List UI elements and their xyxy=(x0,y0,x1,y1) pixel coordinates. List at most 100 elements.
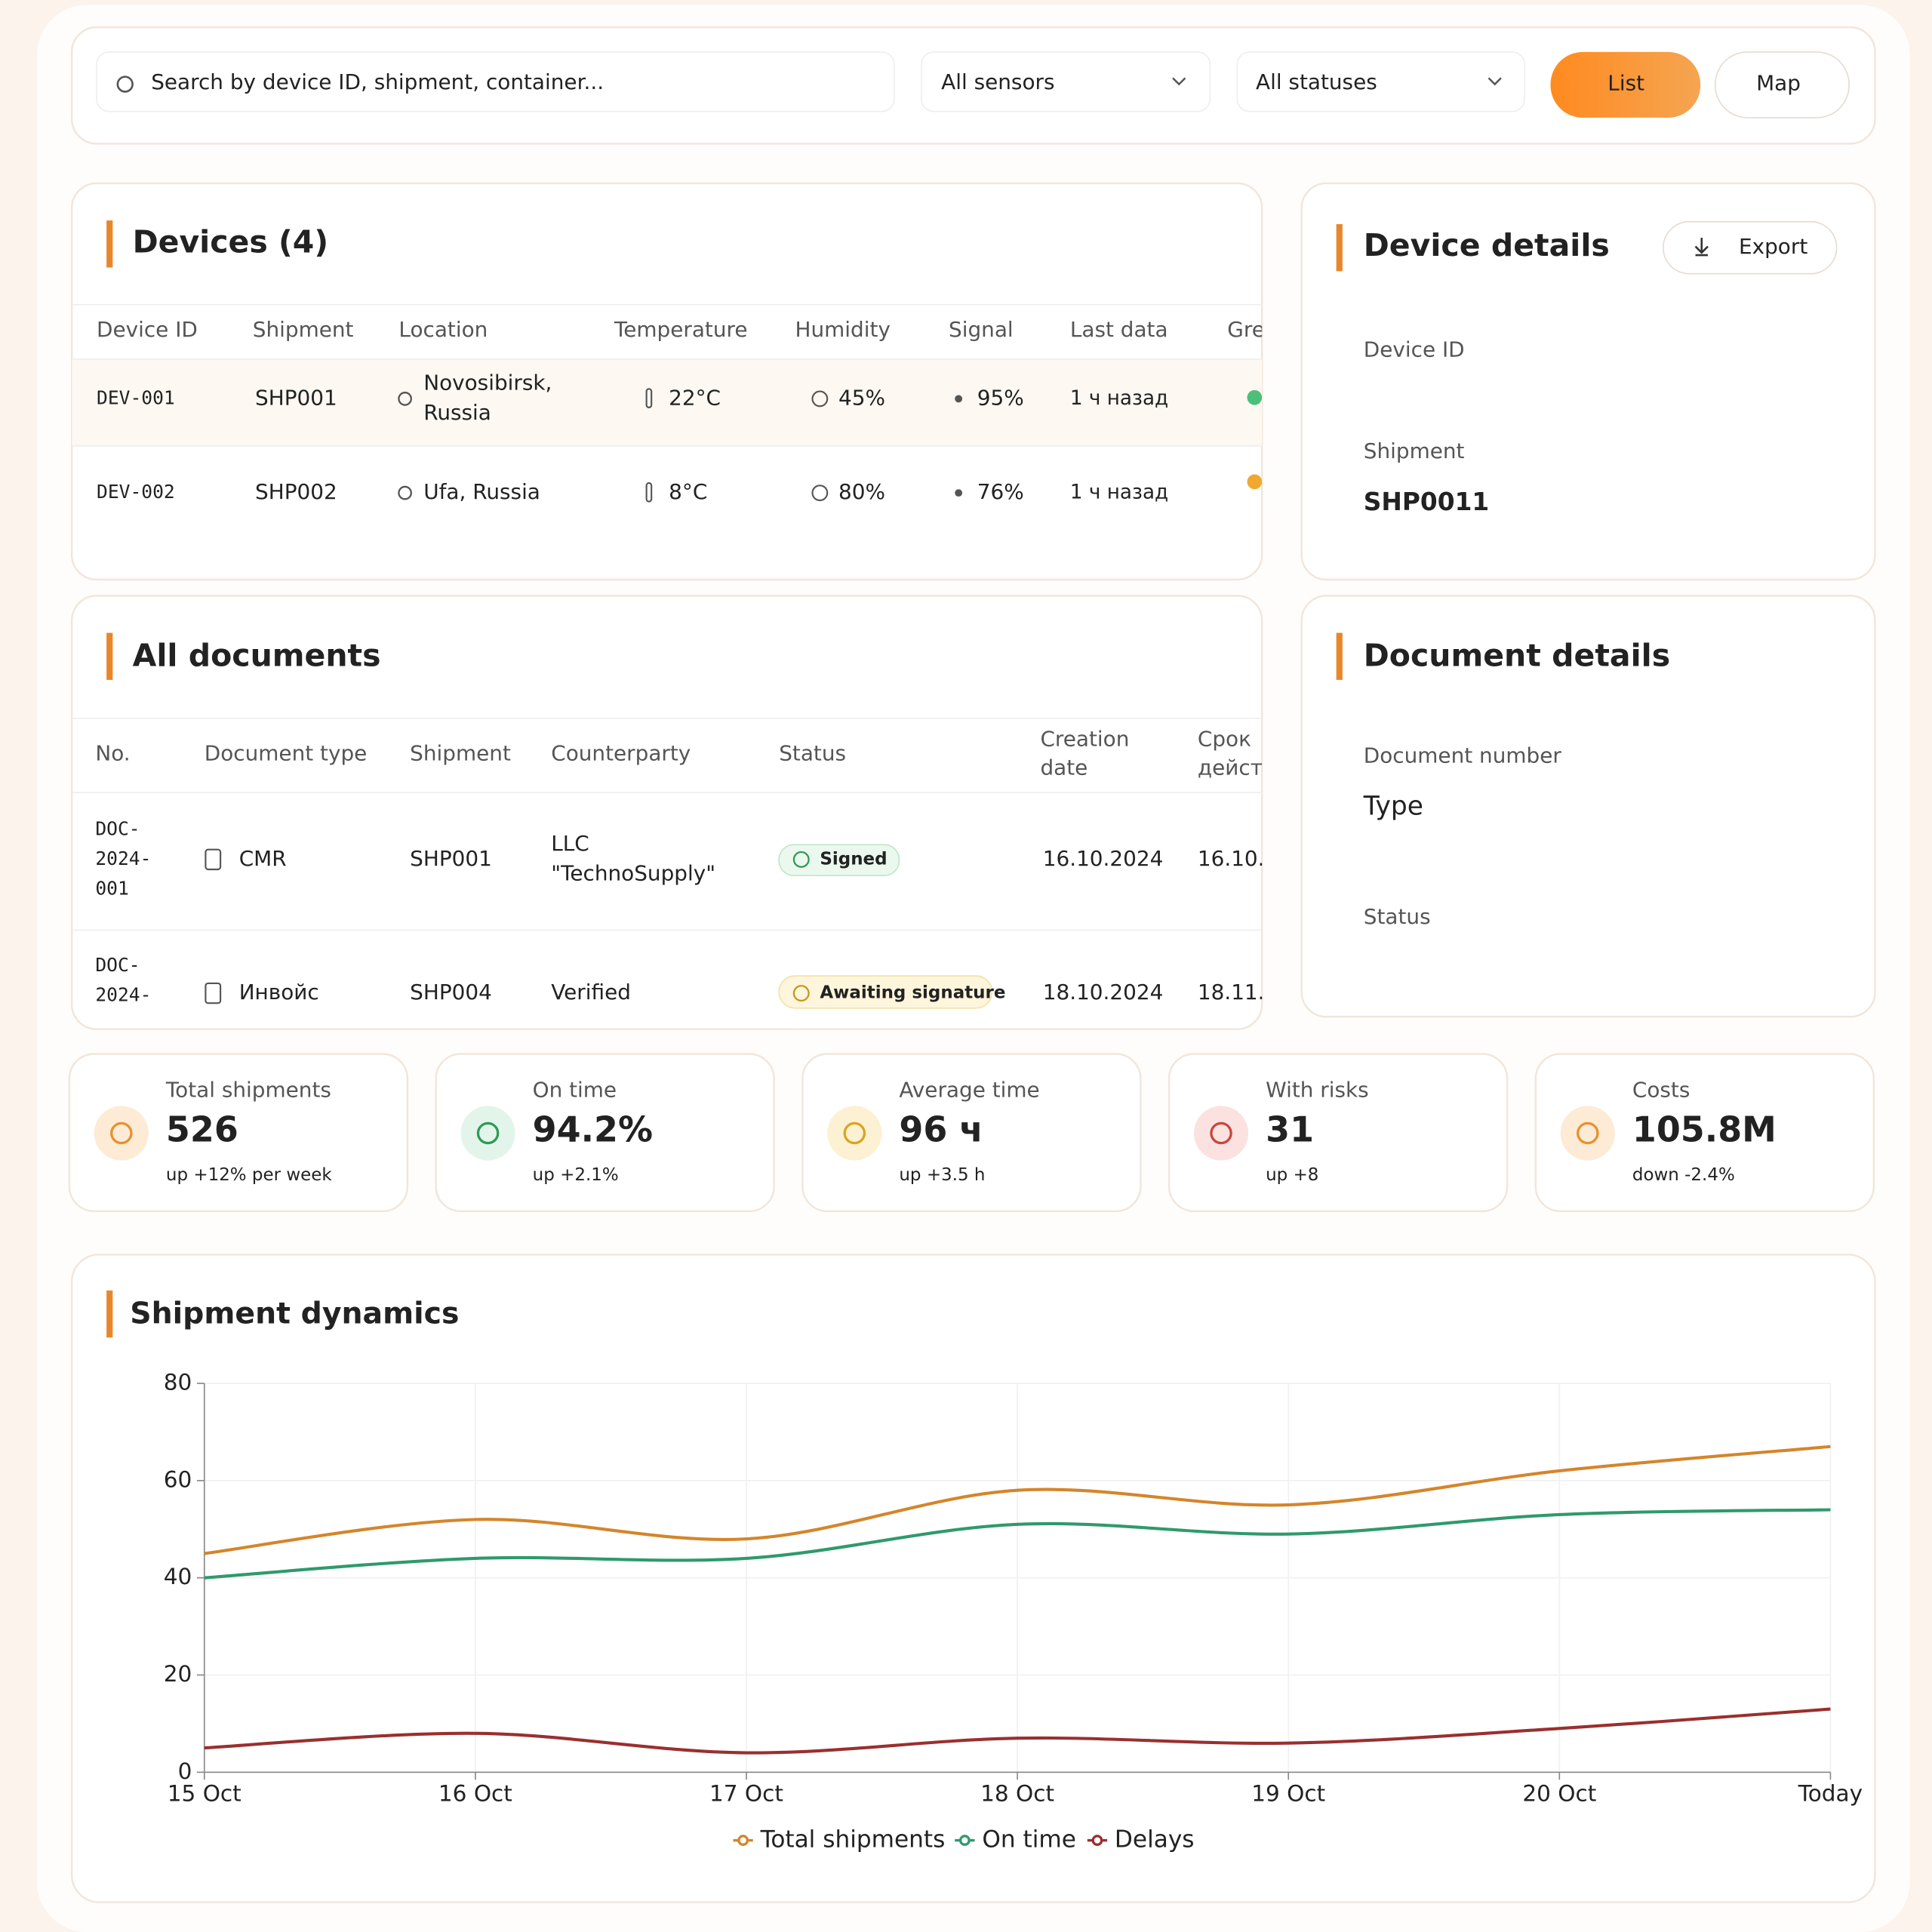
column-header: Срок действ xyxy=(1198,727,1275,780)
series-line xyxy=(204,1707,1831,1755)
kpi-icon-glyph xyxy=(476,1121,500,1145)
list-label: List xyxy=(1607,71,1644,96)
selected-row[interactable] xyxy=(72,358,1263,446)
table-cell: 16.10.2024 xyxy=(1043,846,1164,871)
sensor-select[interactable] xyxy=(921,51,1211,112)
card-title: Document details xyxy=(1364,637,1670,673)
pin-icon xyxy=(398,485,412,500)
y-tick-label: 80 xyxy=(164,1370,192,1395)
table-cell: SHP004 xyxy=(410,980,492,1004)
table-cell: 1 ч назад xyxy=(1070,387,1168,410)
status-dot xyxy=(1247,474,1263,490)
accent-bar xyxy=(1336,224,1343,272)
table-cell: 80% xyxy=(838,479,885,504)
kpi-value: 526 xyxy=(166,1109,238,1149)
device-details-card xyxy=(1300,182,1876,581)
kpi-icon-glyph xyxy=(1577,1121,1599,1145)
kpi-change: up +2.1% xyxy=(533,1165,619,1185)
card-title: Device details xyxy=(1364,227,1610,263)
column-header: Status xyxy=(779,740,846,765)
table-cell: 16.10.2 xyxy=(1198,846,1278,871)
column-header: Device ID xyxy=(97,317,198,342)
doc-icon xyxy=(205,982,222,1004)
kpi-change: down -2.4% xyxy=(1632,1165,1735,1185)
search-placeholder: Search by device ID, shipment, container… xyxy=(151,69,604,94)
table-cell: Ufa, Russia xyxy=(423,479,540,504)
table-cell: Novosibirsk, Russia xyxy=(423,371,558,425)
column-header: No. xyxy=(95,740,130,765)
humidity-icon xyxy=(811,390,829,408)
search-icon xyxy=(116,75,134,93)
y-tick-label: 0 xyxy=(178,1758,192,1784)
x-tick-label: 18 Oct xyxy=(980,1780,1054,1806)
field-value: SHP0011 xyxy=(1364,488,1489,516)
kpi-icon xyxy=(1560,1106,1615,1161)
kpi-card xyxy=(801,1053,1142,1213)
field-label: Device ID xyxy=(1364,337,1465,361)
x-tick-label: 19 Oct xyxy=(1251,1780,1325,1806)
kpi-icon-glyph xyxy=(110,1121,133,1145)
legend-swatch xyxy=(1091,1835,1103,1846)
table-cell: SHP002 xyxy=(255,479,337,504)
chart-card xyxy=(70,1254,1876,1903)
doc-icon xyxy=(205,848,222,871)
search-box[interactable] xyxy=(96,51,895,112)
table-cell: LLC "TechnoSupply" xyxy=(551,831,715,885)
legend-swatch xyxy=(958,1835,971,1846)
table-cell: DEV-001 xyxy=(97,386,175,408)
status-filter: All statuses xyxy=(1256,69,1377,94)
kpi-value: 94.2% xyxy=(533,1109,653,1149)
kpi-label: Costs xyxy=(1632,1078,1690,1103)
x-tick-label: 15 Oct xyxy=(168,1780,242,1806)
status-icon xyxy=(792,985,810,1002)
kpi-change: up +3.5 h xyxy=(899,1165,985,1185)
column-header: Gre xyxy=(1227,317,1265,342)
list-button[interactable] xyxy=(1550,51,1701,118)
thermometer-icon xyxy=(645,388,653,408)
column-header: Location xyxy=(398,317,488,342)
field-label: Shipment xyxy=(1364,438,1465,463)
signal-icon xyxy=(955,395,963,403)
column-header: Counterparty xyxy=(551,740,691,765)
table-cell: 76% xyxy=(977,479,1024,504)
signal-icon xyxy=(955,489,963,497)
table-cell: DEV-002 xyxy=(97,481,175,503)
kpi-value: 31 xyxy=(1266,1109,1314,1149)
kpi-card xyxy=(1534,1053,1875,1213)
kpi-card xyxy=(68,1053,409,1213)
column-header: Shipment xyxy=(253,317,354,342)
column-header: Creation date xyxy=(1040,727,1136,780)
kpi-value: 96 ч xyxy=(899,1109,983,1149)
table-cell: Инвойс xyxy=(239,980,319,1004)
legend-label: Delays xyxy=(1115,1826,1195,1854)
export-button[interactable] xyxy=(1663,220,1838,275)
pin-icon xyxy=(398,392,412,406)
kpi-label: With risks xyxy=(1266,1078,1369,1103)
kpi-label: On time xyxy=(533,1078,617,1103)
status-dot xyxy=(1247,389,1263,405)
awaiting-badge xyxy=(778,975,993,1009)
y-tick-label: 40 xyxy=(164,1564,192,1589)
table-cell: 18.10.2024 xyxy=(1043,980,1164,1004)
map-label: Map xyxy=(1756,71,1801,96)
status-select[interactable] xyxy=(1236,51,1525,112)
field-label: Status xyxy=(1364,904,1431,929)
table-cell: 18.11.2 xyxy=(1198,980,1278,1004)
column-header: Shipment xyxy=(410,740,511,765)
legend-label: On time xyxy=(982,1826,1076,1854)
column-header: Document type xyxy=(205,740,368,765)
accent-bar xyxy=(1336,632,1343,680)
x-tick-label: 16 Oct xyxy=(438,1780,512,1806)
map-button[interactable] xyxy=(1715,51,1850,118)
x-tick-label: 20 Oct xyxy=(1522,1780,1596,1806)
kpi-card xyxy=(435,1053,775,1213)
table-cell: 45% xyxy=(838,385,885,410)
download-icon xyxy=(1694,238,1709,257)
document-details-card xyxy=(1300,595,1876,1018)
column-header: Signal xyxy=(949,317,1014,342)
export-label: Export xyxy=(1739,234,1807,259)
kpi-icon xyxy=(827,1106,882,1161)
table-cell: Verified xyxy=(551,980,631,1004)
table-cell: SHP001 xyxy=(410,846,492,871)
y-tick-label: 20 xyxy=(164,1661,192,1687)
